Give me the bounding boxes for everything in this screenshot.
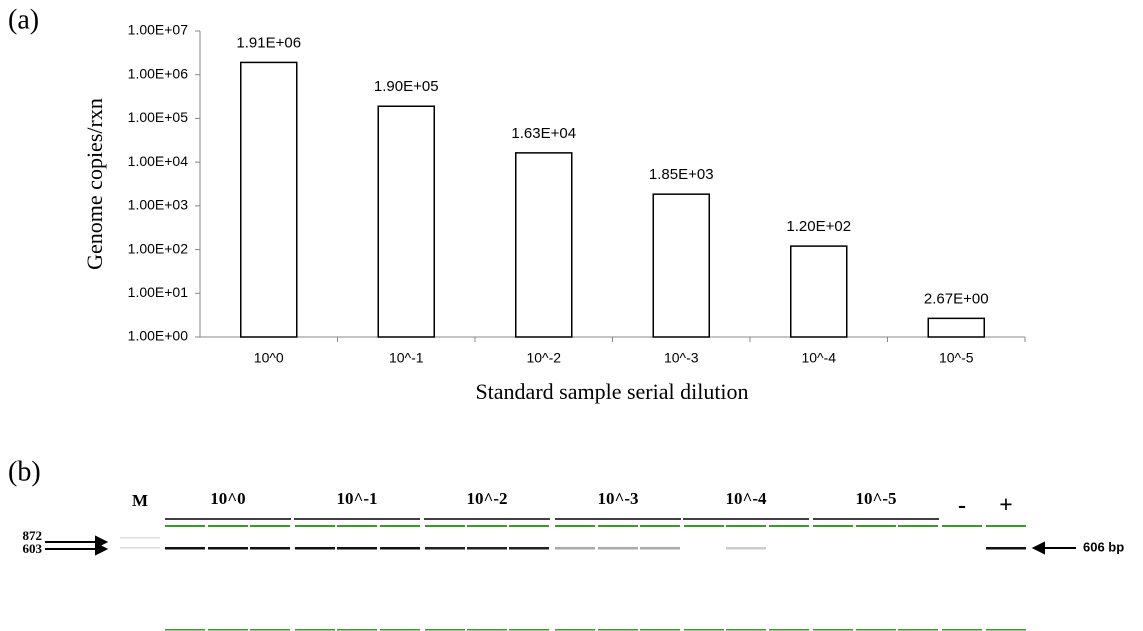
band (640, 547, 680, 550)
y-tick-label: 1.00E+06 (128, 65, 189, 81)
well (165, 629, 205, 631)
panel-label: (b) (8, 456, 41, 487)
well (337, 629, 377, 631)
well (942, 629, 982, 631)
band (380, 547, 420, 550)
well (295, 629, 335, 631)
bar (378, 106, 434, 337)
y-tick-label: 1.00E+05 (128, 109, 189, 125)
y-tick-label: 1.00E+02 (128, 240, 189, 256)
marker-band (120, 537, 160, 539)
well (509, 629, 549, 631)
bar (928, 318, 984, 337)
well (640, 629, 680, 631)
lane-label: 10^0 (210, 489, 245, 508)
y-tick-label: 1.00E+01 (128, 284, 189, 300)
arrows (45, 537, 1076, 554)
well (942, 525, 982, 527)
well (856, 629, 896, 631)
figure: (a) (b) Genome copies/rxn Standard sampl… (0, 0, 1143, 631)
band (467, 547, 507, 550)
value-label: 1.20E+02 (786, 218, 851, 235)
well (813, 629, 853, 631)
well (295, 525, 335, 527)
well (380, 525, 420, 527)
well (165, 525, 205, 527)
value-label: 1.63E+04 (511, 125, 576, 142)
well (726, 525, 766, 527)
band (598, 547, 638, 550)
lane-label: 10^-5 (855, 489, 896, 508)
value-label: 1.90E+05 (374, 78, 439, 95)
well (898, 525, 938, 527)
y-tick-label: 1.00E+03 (128, 197, 189, 213)
well (898, 629, 938, 631)
band (986, 547, 1026, 550)
value-label: 2.67E+00 (924, 290, 989, 307)
band (337, 547, 377, 550)
well (598, 525, 638, 527)
value-label: 1.91E+06 (236, 34, 301, 51)
bar (241, 62, 297, 337)
band (208, 547, 248, 550)
lane-label: + (999, 493, 1013, 519)
well (684, 629, 724, 631)
well (769, 629, 809, 631)
marker-band (120, 547, 160, 549)
well (208, 525, 248, 527)
band (250, 547, 290, 550)
well (509, 525, 549, 527)
well (467, 629, 507, 631)
well (684, 525, 724, 527)
lane-label: 10^-2 (466, 489, 507, 508)
well (640, 525, 680, 527)
band (726, 547, 766, 550)
band-size: 606 bp (1083, 539, 1124, 554)
band (165, 547, 205, 550)
well (337, 525, 377, 527)
x-tick-label: 10^-5 (939, 350, 974, 366)
well (813, 525, 853, 527)
well (986, 525, 1026, 527)
x-tick-label: 10^-1 (389, 350, 424, 366)
well (425, 629, 465, 631)
lane-label: 10^-3 (597, 489, 638, 508)
well (250, 629, 290, 631)
panel-label: (a) (8, 4, 39, 35)
band (425, 547, 465, 550)
band (555, 547, 595, 550)
x-axis-title: Standard sample serial dilution (475, 379, 748, 404)
well (425, 525, 465, 527)
well (208, 629, 248, 631)
y-tick-label: 1.00E+00 (128, 328, 189, 344)
x-tick-label: 10^-3 (664, 350, 699, 366)
well (555, 525, 595, 527)
well (856, 525, 896, 527)
y-tick-label: 1.00E+07 (128, 22, 189, 38)
lane-label: - (958, 493, 966, 519)
marker-label: M (132, 491, 148, 510)
well (598, 629, 638, 631)
bar (791, 246, 847, 337)
well (380, 629, 420, 631)
lane-label: 10^-4 (725, 489, 767, 508)
bar (653, 194, 709, 337)
y-axis-title: Genome copies/rxn (82, 98, 107, 270)
well (555, 629, 595, 631)
well (467, 525, 507, 527)
x-tick-label: 10^-2 (526, 350, 561, 366)
band (509, 547, 549, 550)
band (295, 547, 335, 550)
well (769, 525, 809, 527)
value-label: 1.85E+03 (649, 166, 714, 183)
x-tick-label: 10^0 (254, 350, 284, 366)
bar (516, 153, 572, 337)
well (986, 629, 1026, 631)
y-tick-label: 1.00E+04 (128, 153, 189, 169)
well (250, 525, 290, 527)
x-tick-label: 10^-4 (801, 350, 836, 366)
well (726, 629, 766, 631)
marker-size: 603 (23, 541, 43, 556)
lane-label: 10^-1 (336, 489, 377, 508)
